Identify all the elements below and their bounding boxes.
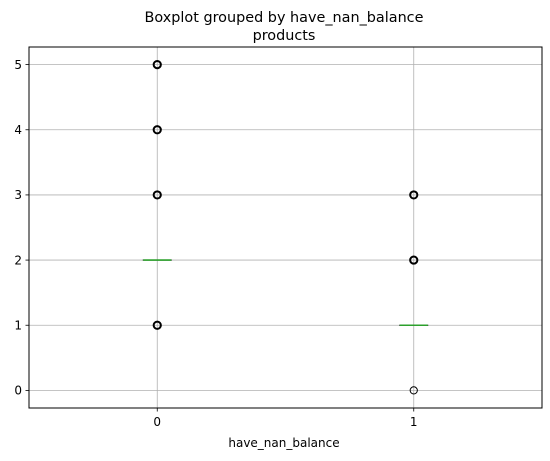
flier-point <box>152 320 162 330</box>
flier-point <box>409 386 418 395</box>
x-tick-label: 1 <box>410 415 418 429</box>
y-tick-label: 2 <box>14 253 22 267</box>
y-axis-ticks: 0 1 2 3 4 5 <box>14 58 29 398</box>
y-tick-label: 0 <box>14 384 22 398</box>
grid-lines <box>29 47 542 408</box>
x-tick-label: 0 <box>153 415 161 429</box>
flier-point <box>409 255 419 265</box>
chart-title: Boxplot grouped by have_nan_balance <box>145 10 424 26</box>
flier-point <box>152 125 162 135</box>
x-axis-label: have_nan_balance <box>228 436 339 450</box>
y-tick-label: 1 <box>14 319 22 333</box>
flier-point <box>152 190 162 200</box>
flier-point <box>152 59 162 70</box>
y-tick-label: 4 <box>14 123 22 137</box>
y-tick-label: 3 <box>14 188 22 202</box>
chart-subtitle: products <box>253 28 316 44</box>
flier-point <box>409 190 419 200</box>
y-tick-label: 5 <box>14 58 22 72</box>
flier-group <box>152 59 419 395</box>
box-group <box>142 259 429 327</box>
plot-frame <box>28 46 543 409</box>
